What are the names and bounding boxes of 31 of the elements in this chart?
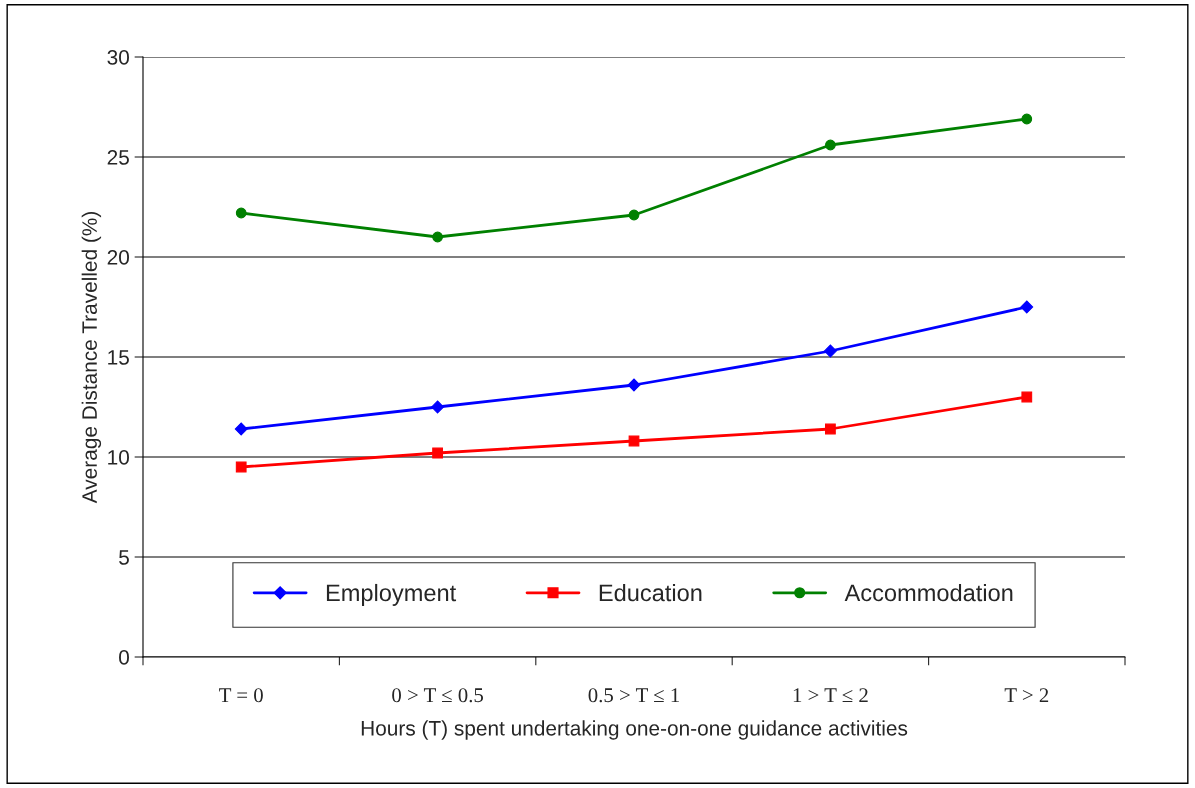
y-tick-label: 20 — [107, 250, 129, 265]
y-tick-label: 0 — [119, 650, 129, 665]
x-tick-label: 1 > T ≤ 2 — [793, 688, 868, 703]
point — [1021, 391, 1033, 403]
y-tick-label: 25 — [107, 150, 129, 165]
y-tick-label: 15 — [108, 350, 129, 365]
point — [825, 139, 836, 151]
point — [432, 231, 443, 243]
point — [431, 400, 445, 414]
point — [628, 209, 640, 221]
x-axis-title: Hours (T) spent undertaking one-on-one guidance activities — [361, 720, 908, 740]
point — [825, 423, 836, 435]
point — [234, 422, 248, 436]
legend-label: Accommodation — [844, 583, 1013, 602]
y-tick-label: 5 — [119, 550, 129, 565]
x-tick-label: T > 2 — [1004, 688, 1049, 703]
legend-label: Employment — [326, 583, 457, 606]
point — [627, 378, 641, 392]
point — [235, 207, 247, 219]
point — [432, 447, 443, 459]
point — [235, 461, 247, 473]
x-tick-label: T = 0 — [219, 688, 263, 703]
legend-label: Education — [599, 583, 702, 602]
y-tick-label: 10 — [108, 450, 129, 465]
point — [1020, 300, 1034, 314]
x-tick-label: 0 > T ≤ 0.5 — [392, 688, 484, 703]
y-tick-label: 30 — [107, 50, 129, 65]
y-axis-title: Average Distance Travelled (%) — [81, 211, 102, 504]
point — [1021, 113, 1033, 125]
x-tick-label: 0.5 > T ≤ 1 — [588, 688, 679, 703]
point — [823, 344, 837, 358]
